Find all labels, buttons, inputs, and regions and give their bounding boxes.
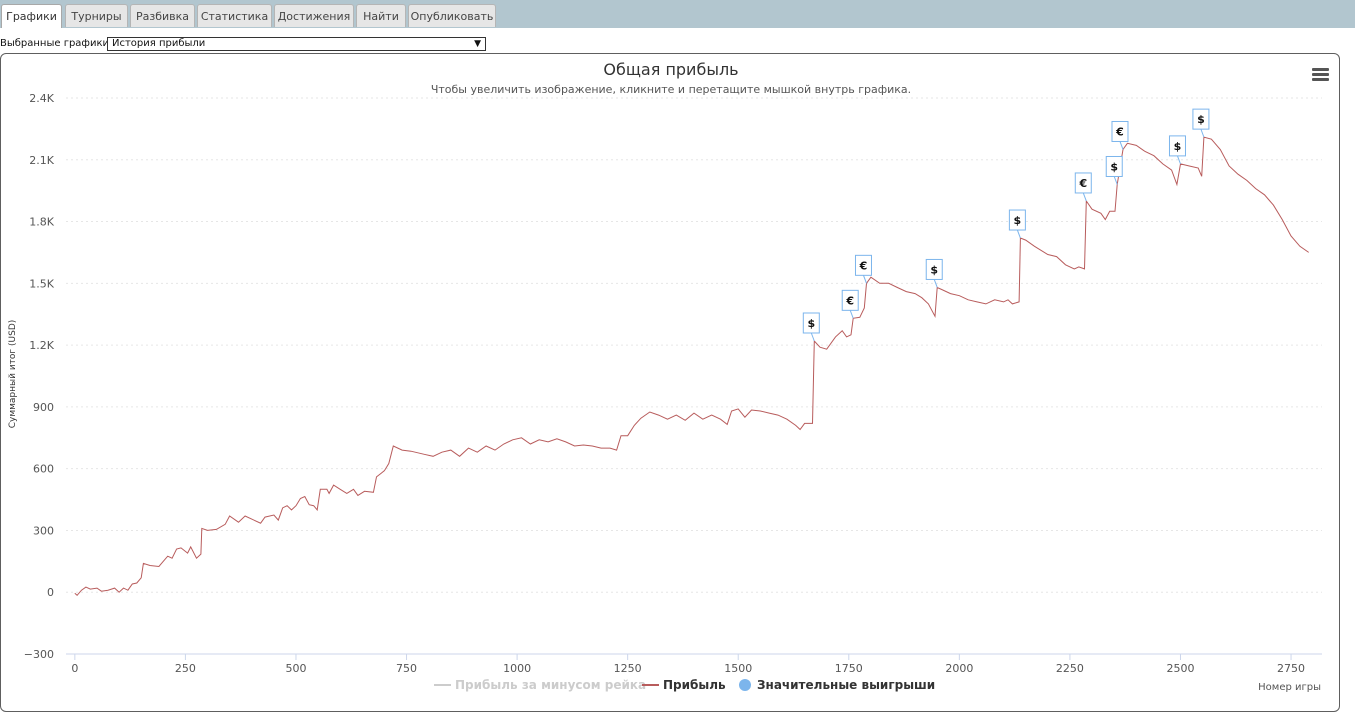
- x-tick-label: 1250: [614, 662, 642, 675]
- chart-selector-label: Выбранные графики:: [0, 38, 113, 49]
- x-tick-label: 2500: [1166, 662, 1194, 675]
- significant-win-flag[interactable]: $: [802, 312, 820, 342]
- y-axis-title: Суммарный итог (USD): [8, 320, 18, 429]
- chart-select-value: История прибыли: [112, 38, 206, 49]
- profit-series-line[interactable]: [74, 136, 1309, 597]
- y-tick-label: 600: [33, 463, 54, 476]
- flag-pole: [1177, 155, 1181, 165]
- x-tick-label: 1750: [835, 662, 863, 675]
- tab-charts[interactable]: Графики: [1, 4, 62, 28]
- flag-pole: [1200, 128, 1205, 138]
- flag-pole: [849, 310, 854, 319]
- flag-box: [854, 254, 872, 276]
- flag-label: $: [807, 317, 815, 330]
- legend-item-profit[interactable]: Прибыль: [642, 678, 726, 692]
- flag-label: €: [859, 259, 868, 272]
- significant-win-flag[interactable]: $: [1168, 135, 1186, 165]
- flag-label: $: [930, 263, 938, 276]
- y-tick-label: 2.4K: [29, 92, 54, 105]
- tab-publish[interactable]: Опубликовать: [408, 4, 496, 27]
- tab-breakdown[interactable]: Разбивка: [130, 4, 195, 27]
- tab-tournaments[interactable]: Турниры: [65, 4, 128, 27]
- flag-box: [1192, 108, 1210, 130]
- flag-box: [1168, 135, 1186, 157]
- significant-win-flag[interactable]: €: [841, 289, 859, 319]
- profit-chart[interactable]: Общая прибыль Чтобы увеличить изображени…: [1, 54, 1339, 711]
- flag-box: [1105, 155, 1123, 177]
- legend-significant-swatch: [739, 679, 751, 691]
- x-tick-label: 750: [396, 662, 417, 675]
- significant-win-flag[interactable]: $: [1008, 209, 1026, 239]
- legend: Прибыль за минусом рейка Прибыль Значите…: [434, 678, 935, 692]
- y-tick-label: −300: [24, 648, 54, 661]
- axis-layer: −300 0 300 600 900 1.2K 1.5K 1.8K 2.1K 2.4K 0 250 50…: [24, 92, 1322, 675]
- x-axis-title: Номер игры: [1258, 682, 1321, 693]
- flag-label: $: [1197, 113, 1205, 126]
- flag-box: [841, 289, 859, 311]
- x-tick-label: 250: [175, 662, 196, 675]
- flag-label: $: [1110, 160, 1118, 173]
- x-tick-label: 0: [71, 662, 78, 675]
- significant-win-flag[interactable]: $: [925, 258, 943, 288]
- y-tick-label: 300: [33, 524, 54, 537]
- tab-search[interactable]: Найти: [356, 4, 406, 27]
- grid-layer: [66, 97, 1322, 655]
- chevron-down-icon: ▼: [474, 39, 481, 49]
- y-tick-label: 1.2K: [29, 339, 54, 352]
- flag-label: $: [1174, 140, 1182, 153]
- flag-pole: [1119, 141, 1124, 150]
- legend-profit-label: Прибыль: [663, 678, 726, 692]
- chart-title: Общая прибыль: [603, 60, 738, 79]
- x-tick-label: 1500: [724, 662, 752, 675]
- flag-pole: [1113, 176, 1118, 185]
- flag-box: [1111, 120, 1129, 142]
- flag-label: €: [845, 294, 854, 307]
- y-tick-label: 1.8K: [29, 216, 54, 229]
- tab-bar: Графики Турниры Разбивка Статистика Дост…: [0, 0, 1355, 28]
- flag-pole: [1082, 192, 1087, 202]
- x-tick-label: 2250: [1056, 662, 1084, 675]
- y-tick-label: 2.1K: [29, 154, 54, 167]
- chart-panel: Общая прибыль Чтобы увеличить изображени…: [0, 53, 1340, 712]
- x-tick-label: 500: [285, 662, 306, 675]
- significant-win-flag[interactable]: €: [1074, 172, 1092, 202]
- flag-pole: [1016, 229, 1021, 239]
- flag-pole: [810, 332, 815, 342]
- flag-box: [1008, 209, 1026, 231]
- y-tick-label: 900: [33, 401, 54, 414]
- flag-box: [925, 258, 943, 280]
- chart-subtitle: Чтобы увеличить изображение, кликните и …: [431, 83, 911, 96]
- series-layer: [74, 136, 1309, 597]
- flag-pole: [933, 279, 938, 288]
- significant-win-flag[interactable]: $: [1192, 108, 1210, 138]
- y-tick-label: 0: [47, 586, 54, 599]
- x-tick-label: 2000: [945, 662, 973, 675]
- significant-win-flag[interactable]: $: [1105, 155, 1123, 185]
- flag-label: €: [1115, 125, 1124, 138]
- legend-item-significant[interactable]: Значительные выигрыши: [739, 678, 935, 692]
- significant-win-flag[interactable]: €: [1111, 120, 1129, 150]
- menu-icon[interactable]: [1312, 68, 1329, 81]
- x-tick-label: 1000: [503, 662, 531, 675]
- flag-label: $: [1014, 214, 1022, 227]
- flag-box: [802, 312, 820, 334]
- flag-label: €: [1078, 177, 1087, 190]
- significant-win-flag[interactable]: €: [854, 254, 872, 284]
- tab-achievements[interactable]: Достижения: [274, 4, 354, 27]
- chart-select-dropdown[interactable]: История прибыли ▼: [107, 37, 486, 51]
- flag-box: [1074, 172, 1092, 194]
- tab-statistics[interactable]: Статистика: [197, 4, 272, 27]
- flag-layer: $ € € $ $ € $ € $ $: [802, 108, 1210, 342]
- flag-pole: [863, 275, 867, 284]
- legend-significant-label: Значительные выигрыши: [757, 678, 935, 692]
- y-tick-label: 1.5K: [29, 277, 54, 290]
- x-tick-label: 2750: [1277, 662, 1305, 675]
- legend-item-rake[interactable]: Прибыль за минусом рейка: [434, 678, 646, 692]
- legend-rake-label: Прибыль за минусом рейка: [455, 678, 646, 692]
